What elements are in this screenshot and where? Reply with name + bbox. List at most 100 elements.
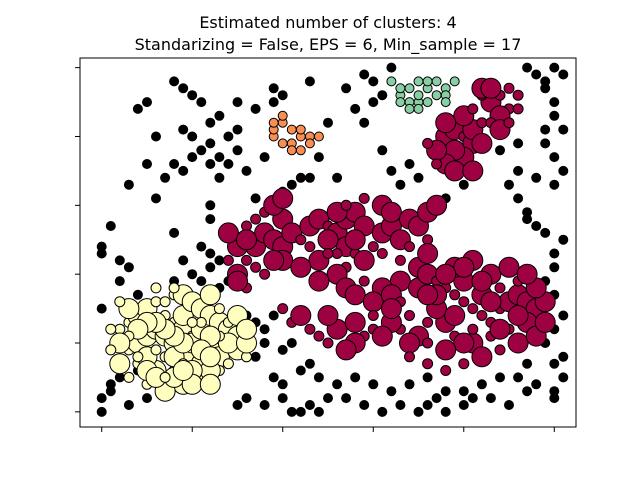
data-point	[458, 296, 470, 308]
data-point	[199, 284, 221, 306]
data-point	[132, 351, 144, 363]
data-point	[531, 69, 542, 80]
data-point	[435, 112, 457, 134]
data-point	[462, 160, 484, 182]
data-point	[422, 400, 433, 410]
data-point	[241, 254, 252, 266]
data-point	[395, 83, 406, 94]
data-point	[151, 193, 161, 204]
data-point	[142, 97, 152, 108]
data-point	[471, 270, 493, 292]
data-point	[344, 229, 366, 251]
data-point	[295, 124, 306, 135]
data-point	[413, 172, 424, 183]
data-point	[371, 325, 393, 347]
data-point	[558, 165, 569, 176]
ticks-layer	[75, 67, 555, 432]
data-point	[549, 248, 560, 259]
data-point	[114, 255, 125, 266]
data-point	[232, 124, 243, 135]
data-point	[549, 110, 560, 121]
data-point	[458, 358, 470, 370]
data-point	[350, 103, 361, 114]
data-point	[150, 344, 162, 356]
data-point	[494, 282, 506, 294]
data-point	[413, 90, 424, 101]
data-point	[290, 305, 312, 326]
data-point	[187, 152, 198, 163]
data-point	[295, 172, 306, 183]
data-point	[313, 406, 324, 417]
data-point	[485, 393, 496, 404]
data-point	[404, 379, 415, 390]
data-point	[431, 393, 442, 404]
data-point	[377, 406, 388, 417]
data-point	[422, 372, 433, 383]
data-point	[196, 241, 207, 252]
data-point	[232, 97, 243, 108]
data-point	[114, 276, 125, 287]
data-point	[250, 261, 262, 273]
data-point	[168, 282, 180, 294]
data-point	[531, 221, 542, 231]
data-point	[413, 103, 424, 114]
data-point	[467, 393, 478, 404]
data-point	[250, 351, 261, 362]
data-point	[399, 332, 420, 354]
data-point	[142, 159, 152, 169]
data-point	[268, 83, 279, 94]
data-point	[150, 282, 162, 294]
data-point	[295, 145, 306, 156]
data-point	[367, 241, 379, 253]
data-point	[250, 213, 262, 225]
data-point	[380, 201, 402, 223]
data-point	[404, 241, 415, 253]
data-point	[471, 132, 493, 154]
data-point	[187, 131, 198, 142]
data-point	[322, 248, 334, 259]
data-point	[359, 117, 370, 128]
data-point	[540, 124, 551, 135]
data-point	[522, 358, 533, 369]
data-point	[295, 234, 307, 246]
data-point	[476, 310, 488, 321]
data-point	[232, 400, 243, 410]
data-point	[323, 393, 333, 404]
data-point	[504, 179, 514, 190]
data-point	[458, 400, 469, 410]
data-point	[404, 103, 415, 114]
data-point	[549, 97, 560, 108]
data-point	[417, 284, 439, 306]
data-point	[195, 316, 207, 328]
data-point	[96, 393, 107, 404]
data-point	[286, 145, 297, 156]
data-point	[236, 229, 257, 251]
data-point	[222, 358, 234, 370]
data-point	[317, 305, 339, 326]
data-point	[368, 379, 379, 390]
data-point	[549, 358, 560, 369]
data-point	[341, 83, 352, 94]
data-point	[304, 358, 315, 369]
data-point	[431, 90, 442, 101]
data-point	[449, 289, 461, 301]
data-point	[394, 254, 406, 266]
data-point	[417, 243, 439, 264]
data-point	[531, 172, 542, 183]
data-point	[344, 311, 366, 333]
data-point	[395, 400, 406, 410]
data-point	[353, 249, 375, 271]
data-point	[359, 400, 370, 410]
data-point	[159, 371, 171, 383]
data-point	[376, 248, 388, 259]
data-point	[368, 97, 379, 108]
data-point	[350, 372, 361, 383]
data-point	[435, 339, 457, 361]
data-point	[263, 249, 285, 271]
data-point	[286, 338, 297, 348]
data-point	[422, 316, 434, 328]
data-point	[341, 393, 352, 404]
data-point	[489, 318, 511, 340]
data-point	[277, 303, 289, 315]
data-point	[440, 365, 452, 376]
